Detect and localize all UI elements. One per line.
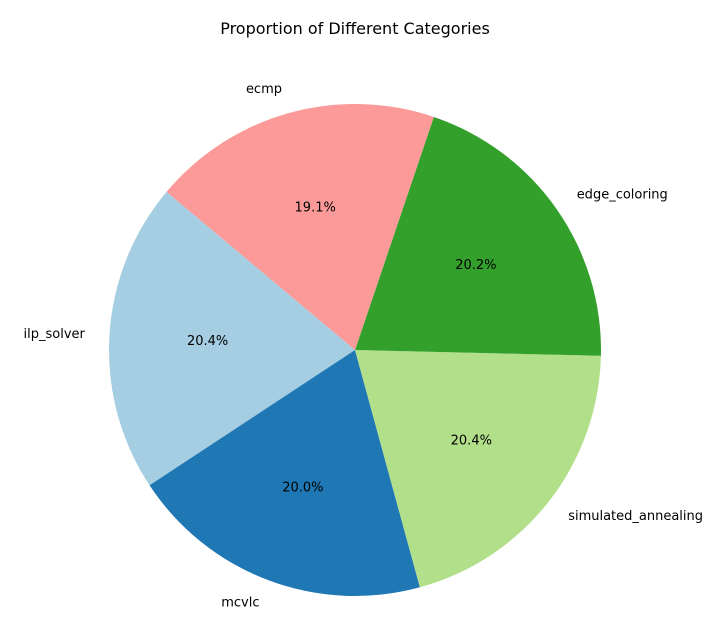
pie-slice-ecmp — [166, 103, 434, 350]
slice-label-ecmp: ecmp — [246, 82, 282, 97]
slice-pct-edge-coloring: 20.2% — [455, 258, 496, 273]
slice-pct-simulated-annealing: 20.4% — [451, 433, 492, 448]
pie-slice-edge-coloring — [355, 116, 601, 356]
pie-slices — [108, 103, 601, 597]
chart-title: Proportion of Different Categories — [220, 19, 490, 38]
pie-slice-simulated-annealing — [355, 350, 601, 588]
slice-label-simulated-annealing: simulated_annealing — [568, 509, 703, 524]
slice-label-edge-coloring: edge_coloring — [577, 187, 668, 202]
slice-pct-ilp-solver: 20.4% — [187, 334, 228, 349]
slice-pct-ecmp: 19.1% — [295, 200, 336, 215]
slice-label-mcvlc: mcvlc — [221, 596, 259, 611]
pie-slice-mcvlc — [149, 350, 420, 597]
pie-labels: ilp_solver 20.4% mcvlc 20.0% simulated_annea… — [24, 82, 704, 611]
pie-slice-ilp-solver — [108, 191, 356, 486]
slice-pct-mcvlc: 20.0% — [282, 481, 323, 496]
slice-label-ilp-solver: ilp_solver — [24, 327, 86, 342]
